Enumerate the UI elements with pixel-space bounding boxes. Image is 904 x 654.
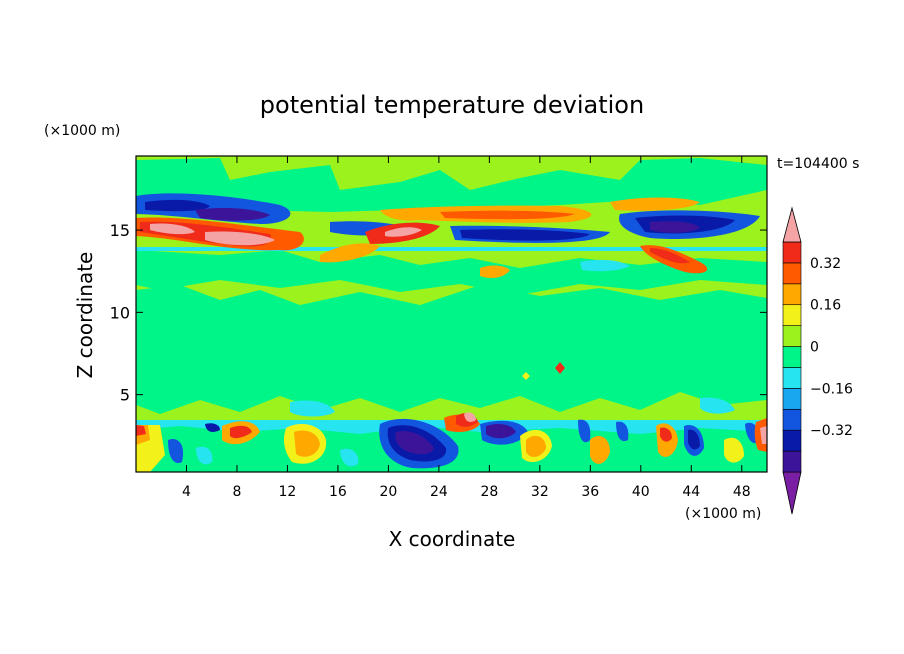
colorbar-swatch: [782, 325, 802, 347]
contour-region-zero-mid: [136, 250, 767, 295]
contour-region-zero-upper: [136, 158, 767, 212]
x-tick-label: 28: [480, 484, 498, 500]
colorbar-tick-label: 0: [810, 340, 819, 356]
colorbar-tick-label: 0.16: [810, 298, 841, 314]
contour-feature-pos-speck-b: [522, 372, 530, 380]
colorbar-swatch: [782, 346, 802, 368]
colorbar-tick-label: −0.32: [810, 423, 853, 439]
colorbar-swatch: [782, 388, 802, 410]
contour-feature-neg-lower-f-inner: [486, 424, 516, 439]
colorbar-tick-label: 0.32: [810, 256, 841, 272]
contour-feature-pos-lower-f: [590, 436, 610, 464]
y-axis: 5 10 15: [110, 221, 767, 405]
contour-feature-pos-speck-a: [555, 362, 565, 374]
chart-title: potential temperature deviation: [260, 91, 644, 119]
colorbar-swatch: [782, 241, 802, 264]
x-tick-label: 40: [632, 484, 650, 500]
plot-frame: [135, 155, 768, 473]
contour-feature-pos-small-z12: [480, 265, 510, 278]
contour-feature-pos-lower-a-core: [136, 425, 146, 436]
time-label: t=104400 s: [777, 156, 859, 172]
colorbar: 0.32 0.16 0 −0.16 −0.32: [782, 206, 853, 515]
contour-feature-neg-upper-right-peak: [650, 221, 700, 233]
contour-feature-pos-upper-right-inner: [650, 248, 690, 264]
contour-feature-pos-upper-mid-inner: [440, 210, 575, 220]
contour-feature-neg-lower-h-inner: [688, 429, 700, 450]
contour-feature-pos-lower-d-peak: [464, 412, 476, 422]
colorbar-swatch: [782, 408, 802, 431]
colorbar-arrow-low: [782, 471, 802, 515]
y-unit-label: (×1000 m): [44, 123, 120, 139]
contour-region-zero: [136, 285, 767, 414]
x-tick-label: 12: [279, 484, 297, 500]
x-tick-label: 32: [531, 484, 549, 500]
contour-feature-mixed-lower-j: [196, 446, 213, 465]
x-tick-label: 8: [232, 484, 241, 500]
contour-feature-neg-lower-c: [168, 438, 184, 464]
contour-feature-pos-lower-h-inner: [760, 426, 767, 444]
contour-feature-pos-upper-mid-tail: [320, 243, 380, 263]
x-tick-label: 48: [733, 484, 751, 500]
y-tick-label: 10: [110, 303, 130, 322]
contour-feature-pos-lower-e-inner: [526, 435, 546, 457]
y-tick-label: 5: [120, 386, 130, 405]
contour-feature-pos-lower-c-inner: [294, 430, 320, 457]
x-tick-label: 16: [329, 484, 347, 500]
contour-feature-mixed-lower-i: [724, 437, 744, 463]
discontinuity-band: [136, 247, 767, 251]
colorbar-swatch: [782, 262, 802, 285]
contour-feature-neg-lower-d: [205, 423, 220, 432]
x-axis-label: X coordinate: [389, 527, 516, 551]
contour-feature-neg-upper-left-core2: [195, 207, 270, 221]
contour-feature-pos-lower-b-inner: [230, 425, 252, 439]
colorbar-swatch: [782, 304, 802, 326]
x-axis: 4 8 12 16 20 24 28 32 36 40 44 48: [182, 156, 751, 500]
x-tick-label: 36: [581, 484, 599, 500]
y-axis-label: Z coordinate: [73, 252, 97, 379]
contour-feature-neg-lower-e-core: [395, 430, 434, 455]
x-tick-label: 24: [430, 484, 448, 500]
x-tick-label: 4: [182, 484, 191, 500]
y-tick-label: 15: [110, 221, 130, 240]
contour-feature-neg-upper-mid-core: [460, 229, 590, 241]
colorbar-tick-label: −0.16: [810, 381, 853, 397]
contour-feature-neg-small-z12: [580, 259, 630, 272]
colorbar-arrow-high: [782, 206, 802, 243]
x-unit-label: (×1000 m): [685, 506, 761, 522]
colorbar-swatch: [782, 367, 802, 389]
colorbar-swatch: [782, 283, 802, 306]
colorbar-swatch: [782, 450, 802, 473]
contour-field: [136, 156, 767, 472]
contour-feature-pos-lower-g-inner: [660, 427, 672, 442]
contour-feature-neg-lower-g: [578, 419, 629, 443]
contour-feature-neg-upper-left-core: [145, 199, 210, 212]
contour-feature-mixed-lower-k: [340, 448, 359, 467]
contour-feature-pos-upper-left-peak: [150, 223, 275, 246]
contour-feature-pos-upper-right-top: [610, 197, 700, 211]
x-tick-label: 44: [682, 484, 700, 500]
contour-feature-pos-upper-mid-peak: [385, 227, 422, 237]
x-tick-label: 20: [379, 484, 397, 500]
colorbar-swatch: [782, 429, 802, 452]
